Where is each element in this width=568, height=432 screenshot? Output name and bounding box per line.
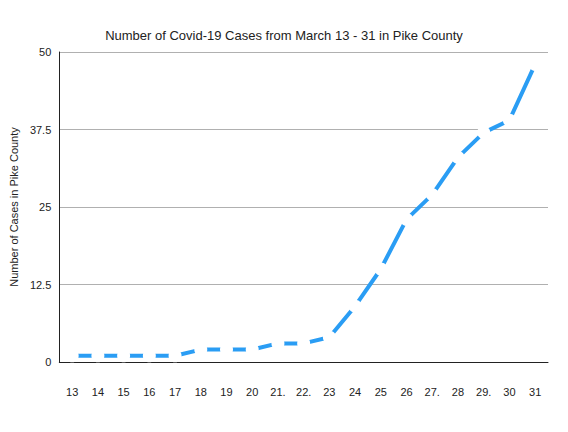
svg-text:13: 13 [66, 386, 78, 398]
svg-text:12.5: 12.5 [30, 279, 51, 291]
svg-text:14: 14 [92, 386, 104, 398]
svg-text:22.: 22. [296, 386, 311, 398]
svg-text:Number of Covid-19 Cases from: Number of Covid-19 Cases from March 13 -… [105, 28, 463, 43]
svg-text:15: 15 [117, 386, 129, 398]
svg-text:25: 25 [39, 201, 51, 213]
svg-text:26: 26 [400, 386, 412, 398]
svg-text:21.: 21. [270, 386, 285, 398]
svg-text:18: 18 [195, 386, 207, 398]
svg-text:0: 0 [45, 356, 51, 368]
svg-text:31: 31 [529, 386, 541, 398]
svg-text:17: 17 [169, 386, 181, 398]
svg-text:37.5: 37.5 [30, 124, 51, 136]
svg-text:Number of Cases in Pike County: Number of Cases in Pike County [8, 127, 20, 287]
svg-text:25: 25 [375, 386, 387, 398]
svg-text:28: 28 [452, 386, 464, 398]
svg-text:50: 50 [39, 46, 51, 58]
svg-text:24: 24 [349, 386, 361, 398]
svg-text:30: 30 [503, 386, 515, 398]
svg-text:29.: 29. [476, 386, 491, 398]
svg-text:16: 16 [143, 386, 155, 398]
svg-text:27.: 27. [425, 386, 440, 398]
svg-text:19: 19 [220, 386, 232, 398]
svg-text:20: 20 [246, 386, 258, 398]
svg-text:23: 23 [323, 386, 335, 398]
